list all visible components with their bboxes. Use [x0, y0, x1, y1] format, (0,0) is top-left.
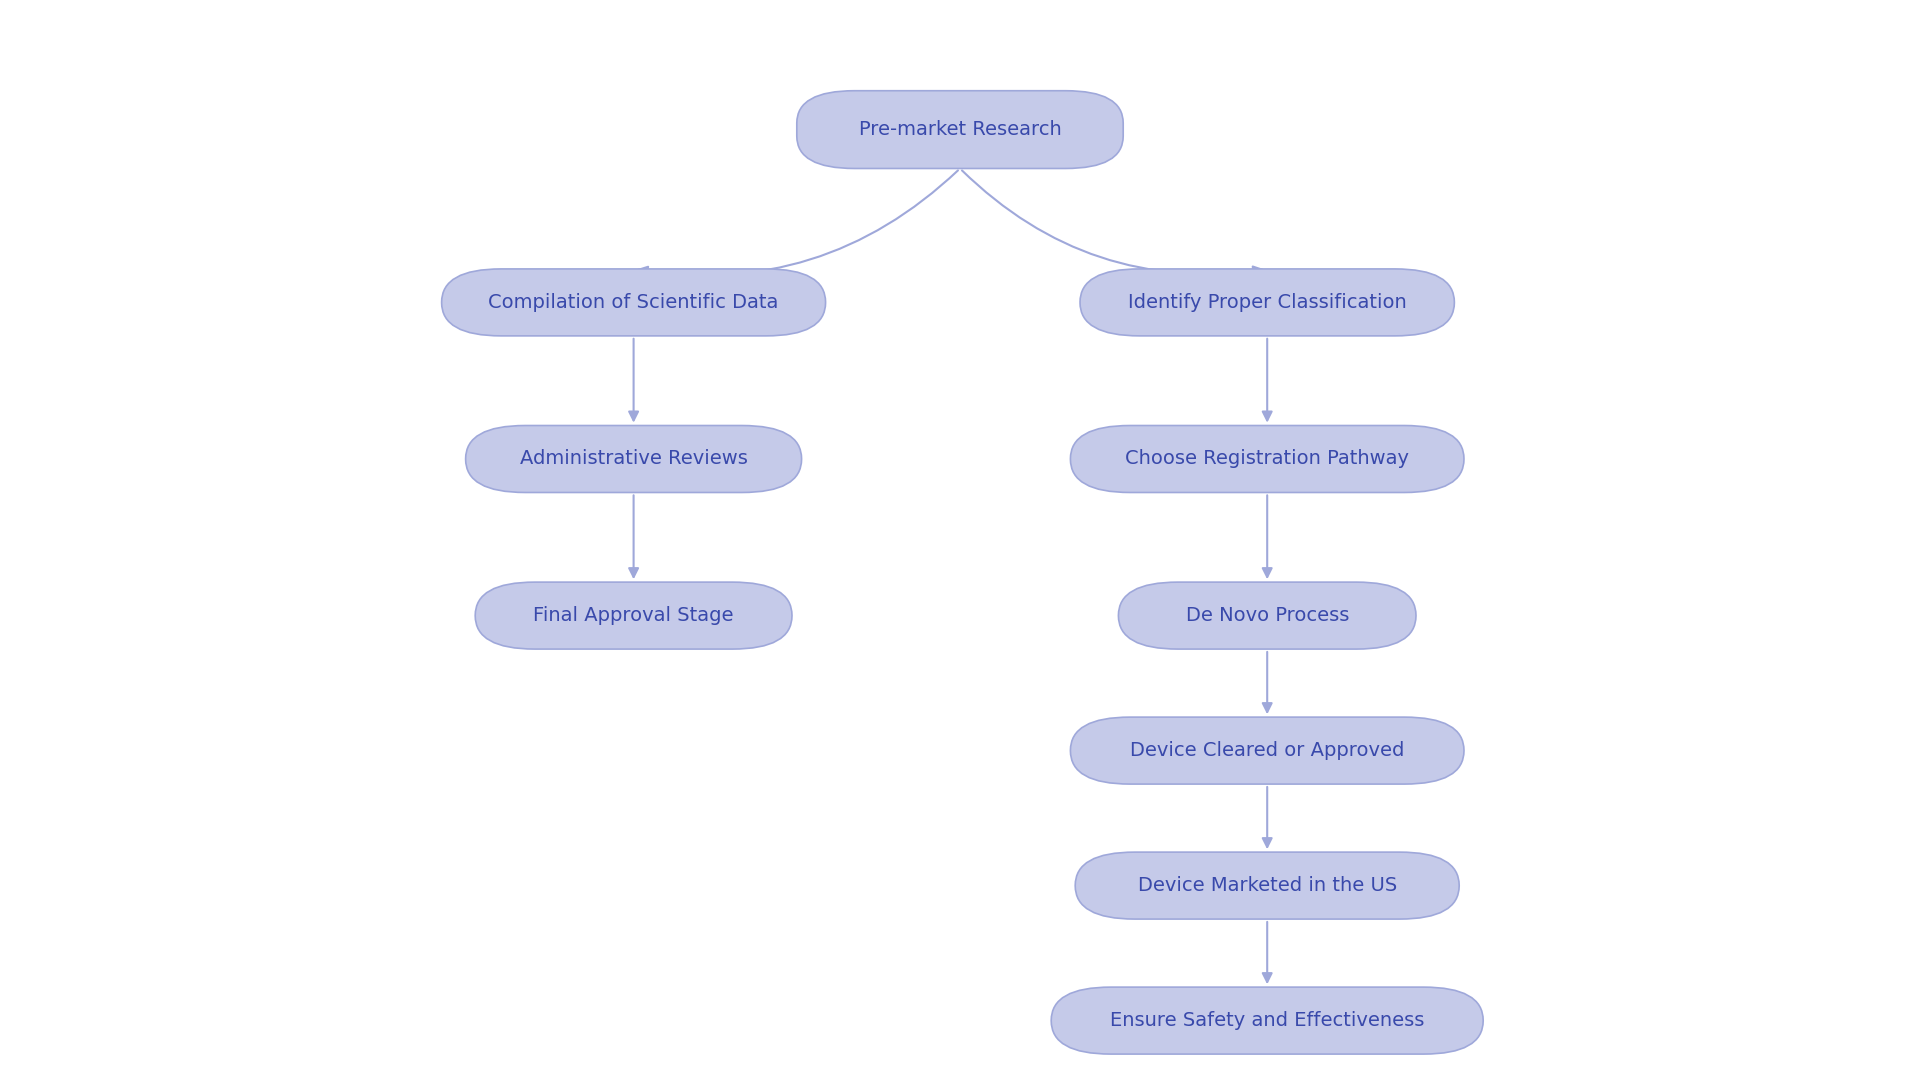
FancyBboxPatch shape — [1071, 426, 1463, 492]
Text: Device Marketed in the US: Device Marketed in the US — [1137, 876, 1398, 895]
FancyBboxPatch shape — [467, 426, 801, 492]
Text: Final Approval Stage: Final Approval Stage — [534, 606, 733, 625]
FancyBboxPatch shape — [1117, 582, 1417, 649]
FancyBboxPatch shape — [797, 91, 1123, 168]
Text: De Novo Process: De Novo Process — [1185, 606, 1350, 625]
FancyBboxPatch shape — [1071, 717, 1463, 784]
Text: Ensure Safety and Effectiveness: Ensure Safety and Effectiveness — [1110, 1011, 1425, 1030]
FancyBboxPatch shape — [1052, 987, 1482, 1054]
Text: Identify Proper Classification: Identify Proper Classification — [1127, 293, 1407, 312]
Text: Compilation of Scientific Data: Compilation of Scientific Data — [488, 293, 780, 312]
Text: Pre-market Research: Pre-market Research — [858, 120, 1062, 139]
FancyBboxPatch shape — [1079, 269, 1455, 336]
FancyBboxPatch shape — [442, 269, 826, 336]
Text: Choose Registration Pathway: Choose Registration Pathway — [1125, 449, 1409, 469]
FancyBboxPatch shape — [1075, 852, 1459, 919]
Text: Device Cleared or Approved: Device Cleared or Approved — [1131, 741, 1404, 760]
FancyBboxPatch shape — [476, 582, 791, 649]
Text: Administrative Reviews: Administrative Reviews — [520, 449, 747, 469]
